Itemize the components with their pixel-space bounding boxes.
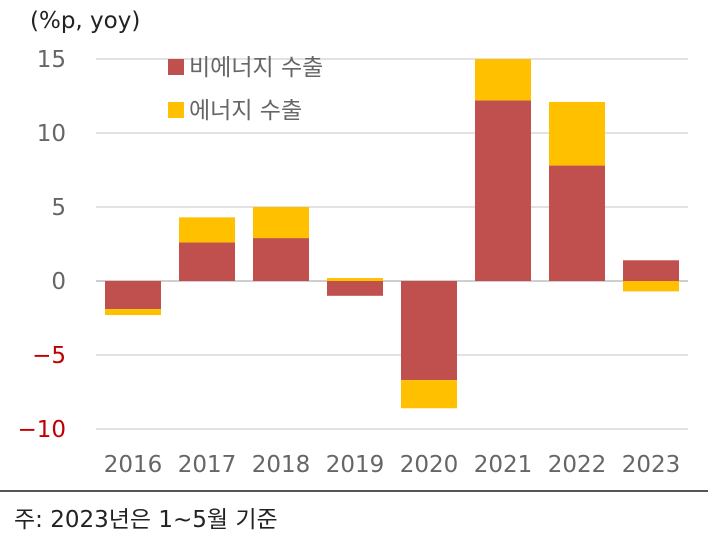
x-tick-label: 2021 <box>474 452 533 478</box>
bar-segment-non-energy <box>179 242 235 281</box>
bar-segment-non-energy <box>475 100 531 281</box>
y-tick-label: −5 <box>32 343 66 369</box>
bar-segment-energy <box>253 207 309 239</box>
y-tick-label: 15 <box>37 47 66 73</box>
x-tick-label: 2017 <box>178 452 237 478</box>
bar-segment-non-energy <box>327 281 383 296</box>
bar-segment-energy <box>401 380 457 409</box>
x-tick-label: 2016 <box>104 452 163 478</box>
x-tick-label: 2018 <box>252 452 311 478</box>
bar-segment-energy <box>105 309 161 316</box>
bar-segment-non-energy <box>623 260 679 281</box>
bar-segment-non-energy <box>253 238 309 281</box>
legend-swatch <box>168 59 184 75</box>
tick-labels: 15 10 5 0 −5 −10 2016 2017 2018 2019 2020 2021 2022 2… <box>17 47 680 478</box>
bar-segment-energy <box>327 278 383 281</box>
x-tick-label: 2020 <box>400 452 459 478</box>
y-axis-unit-label: (%p, yoy) <box>30 8 141 34</box>
stacked-bar-chart: 15 10 5 0 −5 −10 2016 2017 2018 2019 2020 2021 2022 2… <box>17 47 688 478</box>
y-tick-label: 10 <box>37 121 66 147</box>
bar-segment-energy <box>179 217 235 243</box>
bar-segment-non-energy <box>549 165 605 281</box>
x-tick-label: 2022 <box>548 452 607 478</box>
y-tick-label: −10 <box>17 417 66 443</box>
legend-swatch <box>168 102 184 118</box>
y-tick-label: 5 <box>51 195 66 221</box>
legend-label: 에너지 수출 <box>189 98 302 124</box>
bar-segment-energy <box>623 281 679 292</box>
bar-segment-energy <box>475 59 531 101</box>
x-tick-label: 2023 <box>622 452 681 478</box>
footnote-divider <box>0 490 708 492</box>
bar-segment-energy <box>549 101 605 166</box>
x-tick-label: 2019 <box>326 452 385 478</box>
legend-label: 비에너지 수출 <box>189 55 323 81</box>
bar-segment-non-energy <box>105 281 161 310</box>
footnote: 주: 2023년은 1~5월 기준 <box>14 507 278 533</box>
bar-segment-non-energy <box>401 281 457 381</box>
bars <box>105 59 679 409</box>
y-tick-label: 0 <box>51 269 66 295</box>
